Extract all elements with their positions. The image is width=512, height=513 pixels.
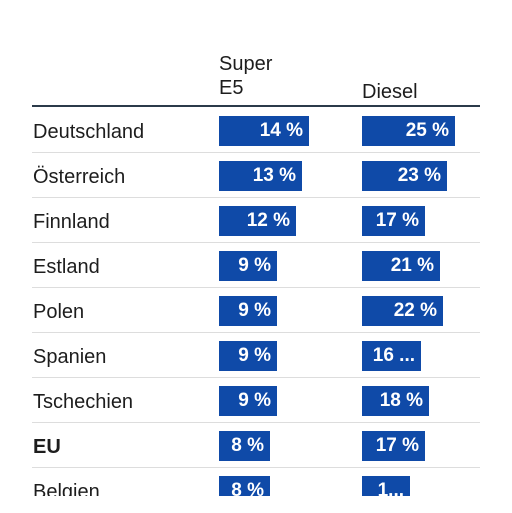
table-row: Polen 9 % 22 %	[0, 288, 512, 333]
bar-super-e5: 9 %	[219, 386, 277, 416]
bar-diesel: 21 %	[362, 251, 440, 281]
column-header-diesel: Diesel	[362, 81, 418, 103]
bar-diesel: 25 %	[362, 116, 455, 146]
table-row: Finnland 12 % 17 %	[0, 198, 512, 243]
row-divider	[32, 332, 480, 333]
row-divider	[32, 152, 480, 153]
country-label: Tschechien	[33, 391, 134, 413]
country-label: Österreich	[33, 166, 126, 188]
bar-diesel: 16 ...	[362, 341, 421, 371]
country-label: EU	[33, 436, 61, 458]
clip-edge	[0, 496, 512, 512]
table-row: EU 8 % 17 %	[0, 423, 512, 468]
bar-diesel: 18 %	[362, 386, 429, 416]
bar-diesel: 17 %	[362, 206, 425, 236]
table-row: Österreich 13 % 23 %	[0, 153, 512, 198]
row-divider	[32, 467, 480, 468]
table-row: Spanien 9 % 16 ...	[0, 333, 512, 378]
table-row: Tschechien 9 % 18 %	[0, 378, 512, 423]
bar-super-e5: 14 %	[219, 116, 309, 146]
country-label: Finnland	[33, 211, 110, 233]
table-row: Deutschland 14 % 25 %	[0, 108, 512, 153]
country-label: Deutschland	[33, 121, 145, 143]
row-divider	[32, 242, 480, 243]
country-label: Estland	[33, 256, 100, 278]
bar-diesel: 17 %	[362, 431, 425, 461]
row-divider	[32, 197, 480, 198]
header-divider	[32, 105, 480, 107]
bar-super-e5: 9 %	[219, 251, 277, 281]
country-label: Spanien	[33, 346, 107, 368]
bar-diesel: 22 %	[362, 296, 443, 326]
bar-diesel: 23 %	[362, 161, 447, 191]
bar-super-e5: 9 %	[219, 341, 277, 371]
bar-super-e5: 8 %	[219, 431, 270, 461]
row-divider	[32, 287, 480, 288]
bar-super-e5: 9 %	[219, 296, 277, 326]
table-row: Estland 9 % 21 %	[0, 243, 512, 288]
country-label: Polen	[33, 301, 85, 323]
bar-super-e5: 12 %	[219, 206, 296, 236]
bar-super-e5: 13 %	[219, 161, 302, 191]
column-header-super-e5: Super E5	[219, 53, 273, 99]
row-divider	[32, 422, 480, 423]
row-divider	[32, 377, 480, 378]
